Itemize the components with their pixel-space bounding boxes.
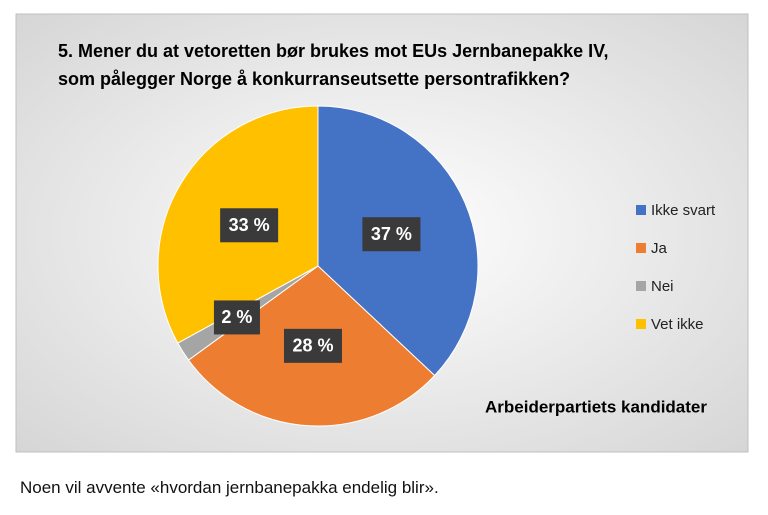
- legend-label: Ikke svart: [651, 202, 716, 219]
- legend-swatch: [636, 243, 646, 253]
- data-label: 28 %: [292, 336, 333, 356]
- legend-swatch: [636, 281, 646, 291]
- legend-swatch: [636, 205, 646, 215]
- data-label: 37 %: [371, 224, 412, 244]
- data-label-box: [220, 208, 279, 243]
- legend-label: Ja: [651, 240, 668, 257]
- data-label: 2 %: [221, 307, 252, 327]
- legend-swatch: [636, 319, 646, 329]
- chart-title-line: som pålegger Norge å konkurranseutsette …: [58, 69, 570, 89]
- data-label-box: [362, 217, 421, 252]
- legend-label: Nei: [651, 278, 674, 295]
- chart-title-line: 5. Mener du at vetoretten bør brukes mot…: [58, 41, 609, 61]
- data-label: 33 %: [229, 215, 270, 235]
- chart: 5. Mener du at vetoretten bør brukes mot…: [15, 13, 749, 453]
- caption: Noen vil avvente «hvordan jernbanepakka …: [20, 478, 439, 497]
- annotation: Arbeiderpartiets kandidater: [485, 397, 707, 416]
- data-label-box: [283, 328, 342, 363]
- data-label-box: [213, 300, 260, 335]
- legend-label: Vet ikke: [651, 316, 704, 333]
